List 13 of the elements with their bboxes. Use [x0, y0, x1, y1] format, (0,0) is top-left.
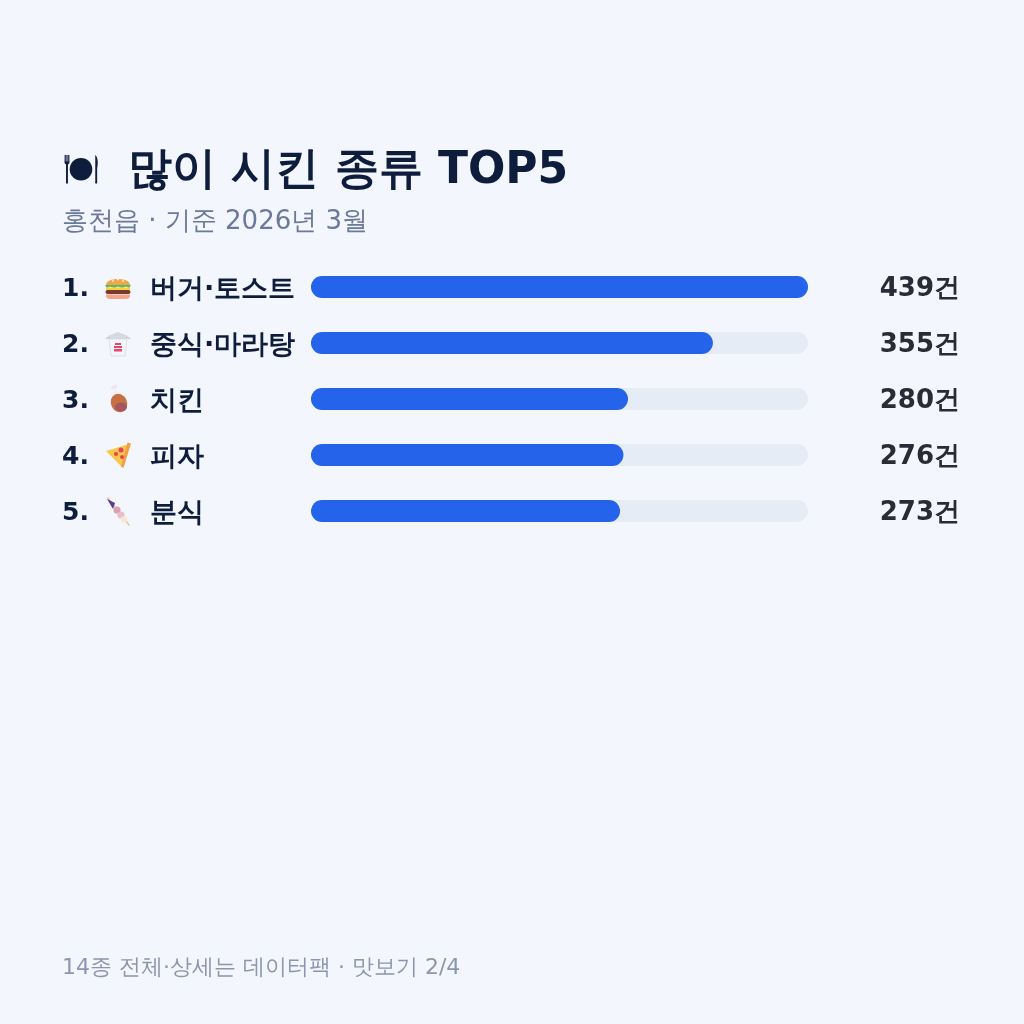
data-label: 355건 — [879, 328, 960, 358]
category-label: 5. 분식 — [62, 495, 204, 527]
category-label: 3. 치킨 — [62, 383, 204, 415]
chart-subtitle: 홍천읍 · 기준 2026년 3월 — [62, 204, 369, 237]
chart-title: 많이 시킨 종류 TOP5 — [128, 140, 569, 195]
data-label: 439건 — [879, 272, 960, 302]
data-label: 276건 — [879, 440, 960, 470]
data-label: 273건 — [879, 496, 960, 526]
data-label: 280건 — [879, 384, 960, 414]
category-label: 1. 버거·토스트 — [62, 271, 296, 303]
text: 14종 전체·상세는 데이터팩 · 맛보기 2/4 — [62, 953, 461, 981]
category-label: 2. 중식·마라탕 — [62, 327, 296, 359]
category-label: 4. 피자 — [62, 439, 204, 471]
